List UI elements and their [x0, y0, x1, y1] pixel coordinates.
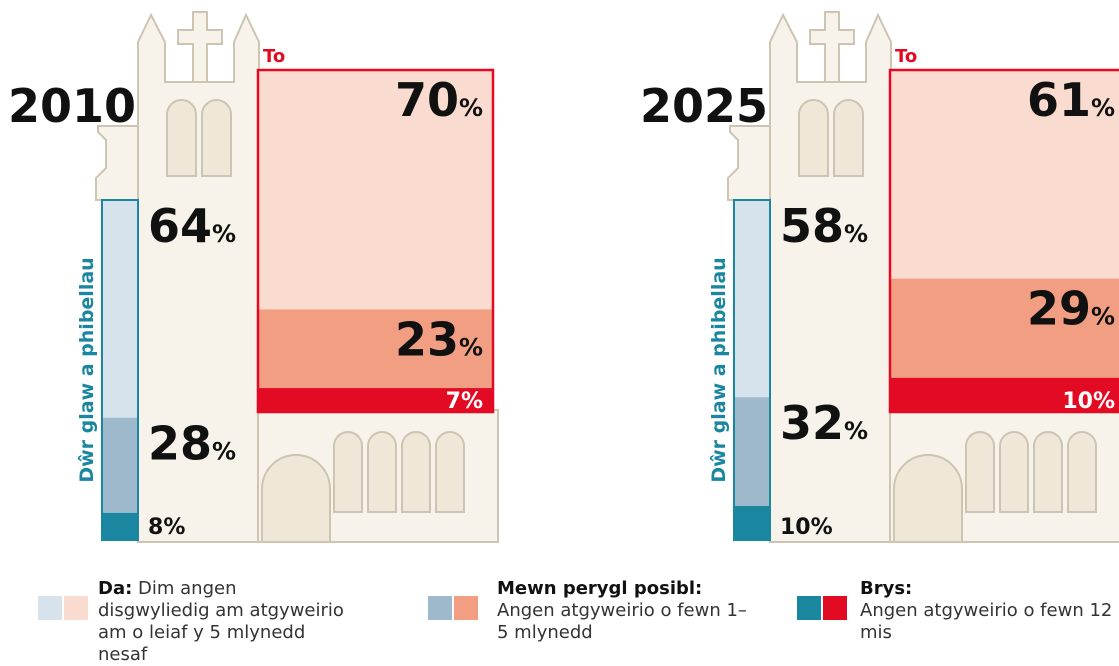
- value: 10: [780, 515, 811, 540]
- pipe-label: Dŵr glaw a phibellau: [708, 257, 730, 482]
- cross: [178, 12, 222, 82]
- unit: %: [1091, 94, 1115, 122]
- year-title: 2010: [8, 79, 136, 133]
- pipe-segment: [102, 513, 138, 540]
- legend-description: Angen atgyweirio o fewn 12 mis: [860, 600, 1119, 644]
- value: 8: [148, 515, 163, 540]
- roof-value-label: 7%: [446, 389, 483, 414]
- legend-swatch: [428, 596, 452, 620]
- legend-text: Brys:Angen atgyweirio o fewn 12 mis: [860, 578, 1119, 644]
- unit: %: [163, 515, 185, 540]
- legend-text: Da: Dim angen disgwyliedig am atgyweirio…: [98, 578, 348, 666]
- year-title: 2025: [640, 79, 768, 133]
- window: [1034, 432, 1062, 512]
- unit: %: [1093, 389, 1115, 414]
- window: [966, 432, 994, 512]
- value: 28: [148, 417, 212, 471]
- window: [834, 100, 863, 176]
- value: 10: [1062, 389, 1093, 414]
- window: [894, 455, 962, 542]
- legend-description: Angen atgyweirio o fewn 1–5 mlynedd: [497, 600, 757, 644]
- unit: %: [212, 438, 236, 466]
- unit: %: [459, 94, 483, 122]
- value: 61: [1027, 73, 1091, 127]
- legend-title: Mewn perygl posibl:: [497, 578, 702, 599]
- pipe-segment: [734, 200, 770, 397]
- legend-swatch: [64, 596, 88, 620]
- window: [1068, 432, 1096, 512]
- pipe-value-label: 10%: [780, 515, 833, 540]
- window: [799, 100, 828, 176]
- legend-swatch: [454, 596, 478, 620]
- pipe-value-label: 8%: [148, 515, 185, 540]
- window: [402, 432, 430, 512]
- roof-value-label: 10%: [1062, 389, 1115, 414]
- window: [262, 455, 330, 542]
- value: 64: [148, 199, 212, 253]
- pipe-label: Dŵr glaw a phibellau: [76, 257, 98, 482]
- window: [368, 432, 396, 512]
- pipe-segment: [102, 200, 138, 418]
- value: 7: [446, 389, 461, 414]
- window: [167, 100, 196, 176]
- unit: %: [844, 417, 868, 445]
- roof-label: To: [895, 46, 917, 67]
- pipe-segment: [734, 506, 770, 540]
- unit: %: [844, 220, 868, 248]
- ledge: [96, 126, 140, 200]
- unit: %: [212, 220, 236, 248]
- legend-swatch: [797, 596, 821, 620]
- unit: %: [461, 389, 483, 414]
- unit: %: [811, 515, 833, 540]
- value: 29: [1027, 282, 1091, 336]
- value: 58: [780, 199, 844, 253]
- legend-swatch: [38, 596, 62, 620]
- ledge: [728, 126, 772, 200]
- value: 23: [395, 312, 459, 366]
- unit: %: [1091, 303, 1115, 331]
- tower: [770, 15, 891, 542]
- legend-title: Da:: [98, 578, 132, 599]
- legend-text: Mewn perygl posibl:Angen atgyweirio o fe…: [497, 578, 757, 644]
- legend-swatch: [823, 596, 847, 620]
- window: [202, 100, 231, 176]
- window: [1000, 432, 1028, 512]
- window: [334, 432, 362, 512]
- cross: [810, 12, 854, 82]
- value: 32: [780, 396, 844, 450]
- window: [436, 432, 464, 512]
- value: 70: [395, 73, 459, 127]
- pipe-segment: [734, 397, 770, 506]
- legend-title: Brys:: [860, 578, 912, 599]
- unit: %: [459, 333, 483, 361]
- roof-label: To: [263, 46, 285, 67]
- pipe-segment: [102, 418, 138, 513]
